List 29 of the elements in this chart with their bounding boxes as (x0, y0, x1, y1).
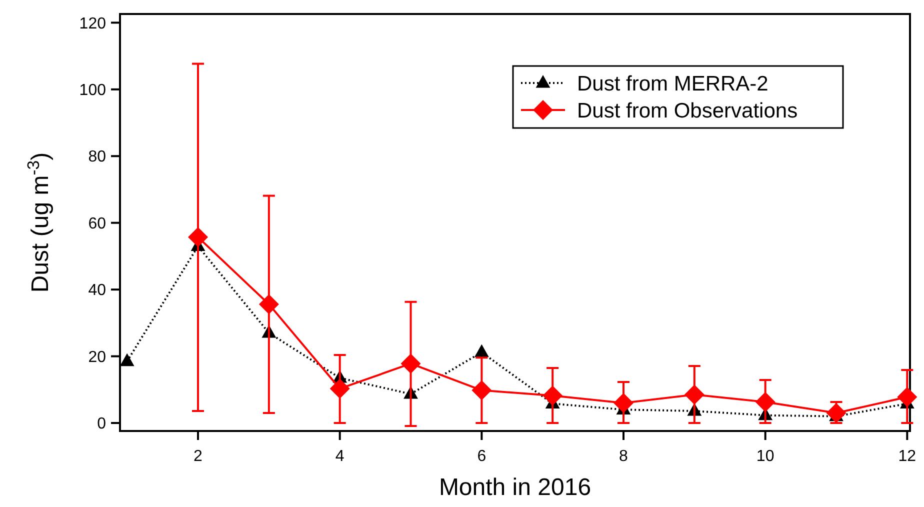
point (330, 378, 350, 399)
point (542, 386, 563, 406)
point (400, 354, 421, 374)
x-tick-label: 6 (477, 448, 486, 465)
y-tick-label: 100 (79, 82, 106, 99)
y-tick-label: 60 (88, 215, 106, 232)
point (826, 402, 846, 423)
y-tick-label: 120 (79, 15, 106, 32)
point (614, 392, 634, 413)
y-tick-label: 0 (97, 416, 106, 433)
x-axis-title: Month in 2016 (438, 474, 592, 501)
point (474, 344, 489, 358)
x-tick-label: 8 (619, 448, 628, 465)
legend-label: Dust from Observations (577, 99, 798, 122)
x-tick-label: 2 (194, 448, 203, 465)
legend-label: Dust from MERRA-2 (577, 72, 768, 96)
point (684, 384, 704, 405)
point (755, 392, 776, 412)
point (897, 386, 918, 407)
y-tick-label: 40 (88, 282, 106, 300)
point (258, 294, 279, 314)
x-tick-label: 10 (756, 448, 774, 465)
y-tick-label: 80 (88, 148, 106, 166)
x-tick-label: 12 (898, 448, 916, 465)
point (188, 227, 208, 248)
point (472, 380, 492, 400)
x-tick-label: 4 (335, 448, 344, 465)
y-tick-label: 20 (88, 348, 106, 366)
point (120, 353, 134, 366)
